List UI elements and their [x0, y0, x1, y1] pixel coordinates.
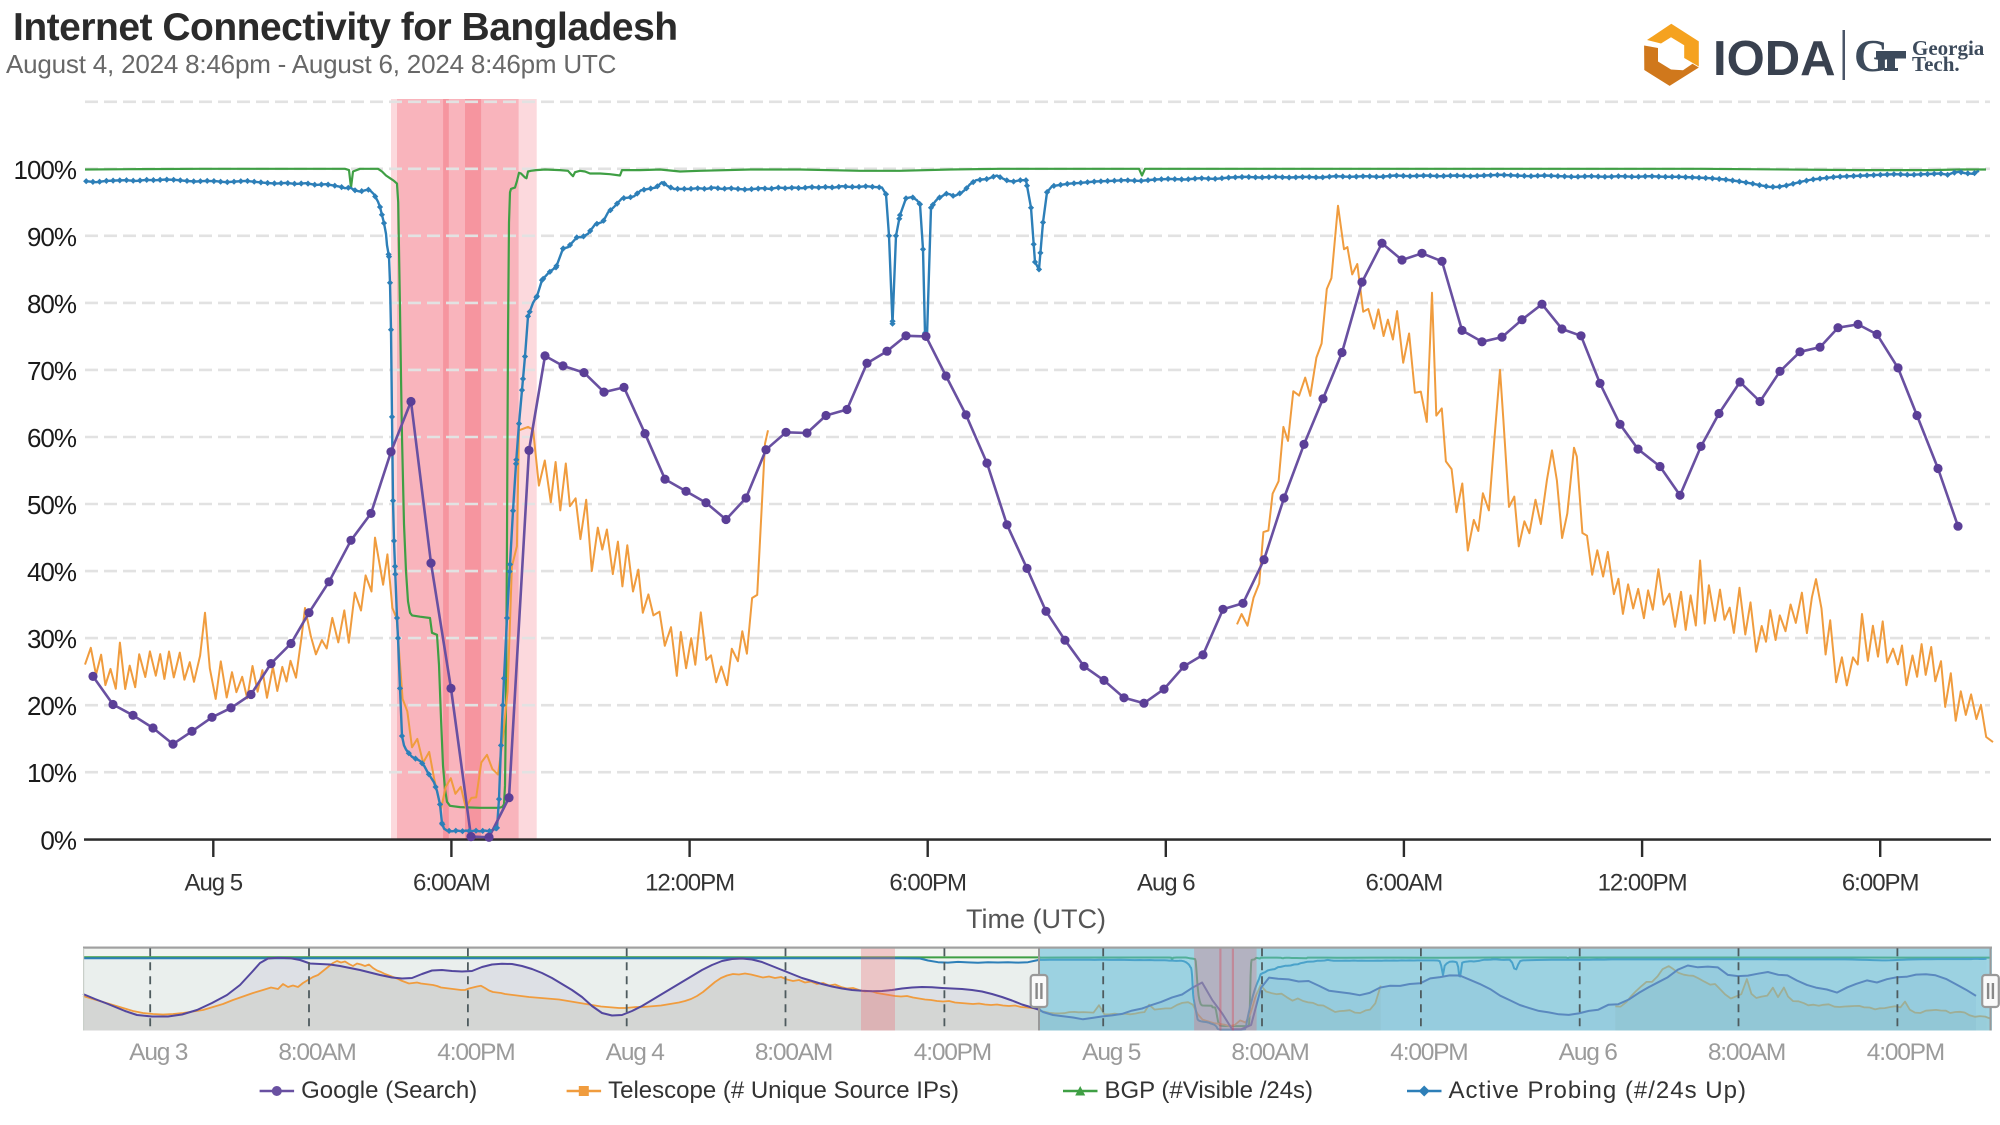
svg-text:50%: 50%	[27, 490, 77, 520]
svg-text:8:00AM: 8:00AM	[1231, 1039, 1308, 1066]
svg-text:6:00PM: 6:00PM	[1842, 870, 1919, 897]
svg-text:8:00AM: 8:00AM	[755, 1039, 832, 1066]
svg-text:Tech.: Tech.	[1912, 52, 1960, 76]
svg-text:100%: 100%	[14, 155, 77, 185]
svg-text:Aug 6: Aug 6	[1137, 870, 1195, 897]
svg-text:0%: 0%	[40, 825, 76, 855]
svg-text:8:00AM: 8:00AM	[278, 1039, 355, 1066]
svg-text:20%: 20%	[27, 691, 77, 721]
svg-text:4:00PM: 4:00PM	[437, 1039, 514, 1066]
svg-text:70%: 70%	[27, 356, 77, 386]
svg-text:Google (Search): Google (Search)	[301, 1077, 477, 1104]
svg-text:Active Probing (#/24s Up): Active Probing (#/24s Up)	[1449, 1077, 1747, 1104]
svg-text:4:00PM: 4:00PM	[1867, 1039, 1944, 1066]
svg-text:Telescope (# Unique Source IPs: Telescope (# Unique Source IPs)	[608, 1077, 959, 1104]
svg-text:60%: 60%	[27, 423, 77, 453]
svg-text:Georgia: Georgia	[1912, 36, 1985, 60]
svg-text:Internet Connectivity for Bang: Internet Connectivity for Bangladesh	[13, 6, 678, 49]
svg-text:Aug 5: Aug 5	[184, 870, 242, 897]
svg-text:4:00PM: 4:00PM	[1390, 1039, 1467, 1066]
svg-text:10%: 10%	[27, 758, 77, 788]
svg-text:40%: 40%	[27, 557, 77, 587]
svg-text:Aug 6: Aug 6	[1559, 1039, 1618, 1066]
svg-text:30%: 30%	[27, 624, 77, 654]
svg-text:12:00PM: 12:00PM	[645, 870, 734, 897]
svg-text:6:00PM: 6:00PM	[889, 870, 966, 897]
svg-text:12:00PM: 12:00PM	[1598, 870, 1687, 897]
svg-text:6:00AM: 6:00AM	[1366, 870, 1443, 897]
svg-text:IODA: IODA	[1713, 32, 1836, 86]
svg-text:80%: 80%	[27, 289, 77, 319]
svg-text:August 4, 2024 8:46pm - August: August 4, 2024 8:46pm - August 6, 2024 8…	[6, 49, 616, 79]
svg-text:8:00AM: 8:00AM	[1708, 1039, 1785, 1066]
svg-text:Time (UTC): Time (UTC)	[966, 904, 1106, 934]
svg-text:Aug 3: Aug 3	[129, 1039, 188, 1066]
svg-text:BGP (#Visible /24s): BGP (#Visible /24s)	[1105, 1077, 1314, 1104]
svg-text:Aug 5: Aug 5	[1082, 1039, 1141, 1066]
svg-text:6:00AM: 6:00AM	[413, 870, 490, 897]
svg-text:4:00PM: 4:00PM	[914, 1039, 991, 1066]
svg-text:Aug 4: Aug 4	[606, 1039, 665, 1066]
svg-text:90%: 90%	[27, 222, 77, 252]
